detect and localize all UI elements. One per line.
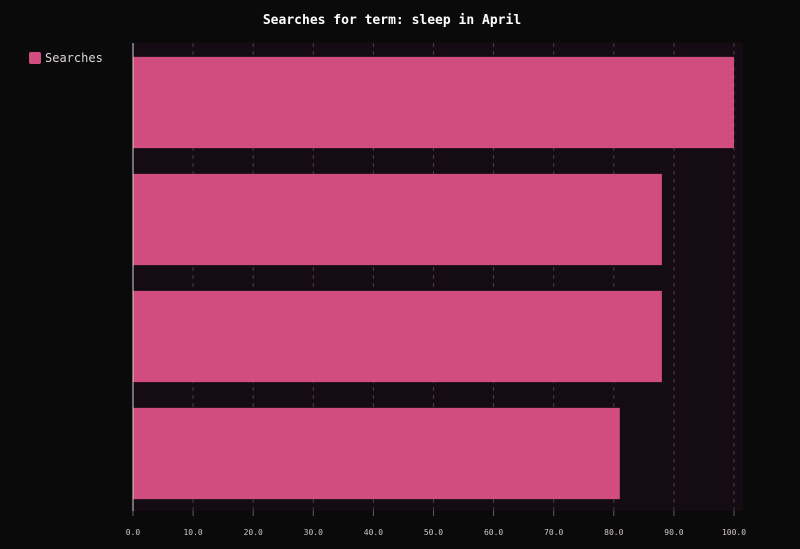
bar-searches-1	[133, 56, 734, 149]
x-tick-label: 70.0	[544, 528, 563, 537]
bars	[133, 56, 734, 500]
legend-label-searches: Searches	[45, 51, 103, 65]
x-tick-label: 60.0	[484, 528, 503, 537]
x-axis-ticks: 0.0 10.0 20.0 30.0 40.0 50.0 60.0 70.0 80.0 90.0 1…	[126, 511, 746, 537]
bar-searches-3	[133, 290, 662, 383]
grid-lines	[192, 43, 735, 511]
x-tick-label: 20.0	[244, 528, 263, 537]
x-tick-label: 80.0	[604, 528, 623, 537]
legend-swatch-searches	[29, 52, 41, 64]
chart-title: Searches for term: sleep in April	[263, 13, 521, 28]
legend: Searches	[29, 51, 103, 65]
x-tick-label: 40.0	[364, 528, 383, 537]
x-tick-label: 10.0	[183, 528, 202, 537]
bar-searches-4	[133, 407, 620, 500]
x-tick-label: 50.0	[424, 528, 443, 537]
x-tick-label: 30.0	[304, 528, 323, 537]
x-tick-label: 0.0	[126, 528, 141, 537]
x-tick-label: 100.0	[722, 528, 746, 537]
bar-searches-2	[133, 173, 662, 266]
x-tick-label: 90.0	[664, 528, 683, 537]
